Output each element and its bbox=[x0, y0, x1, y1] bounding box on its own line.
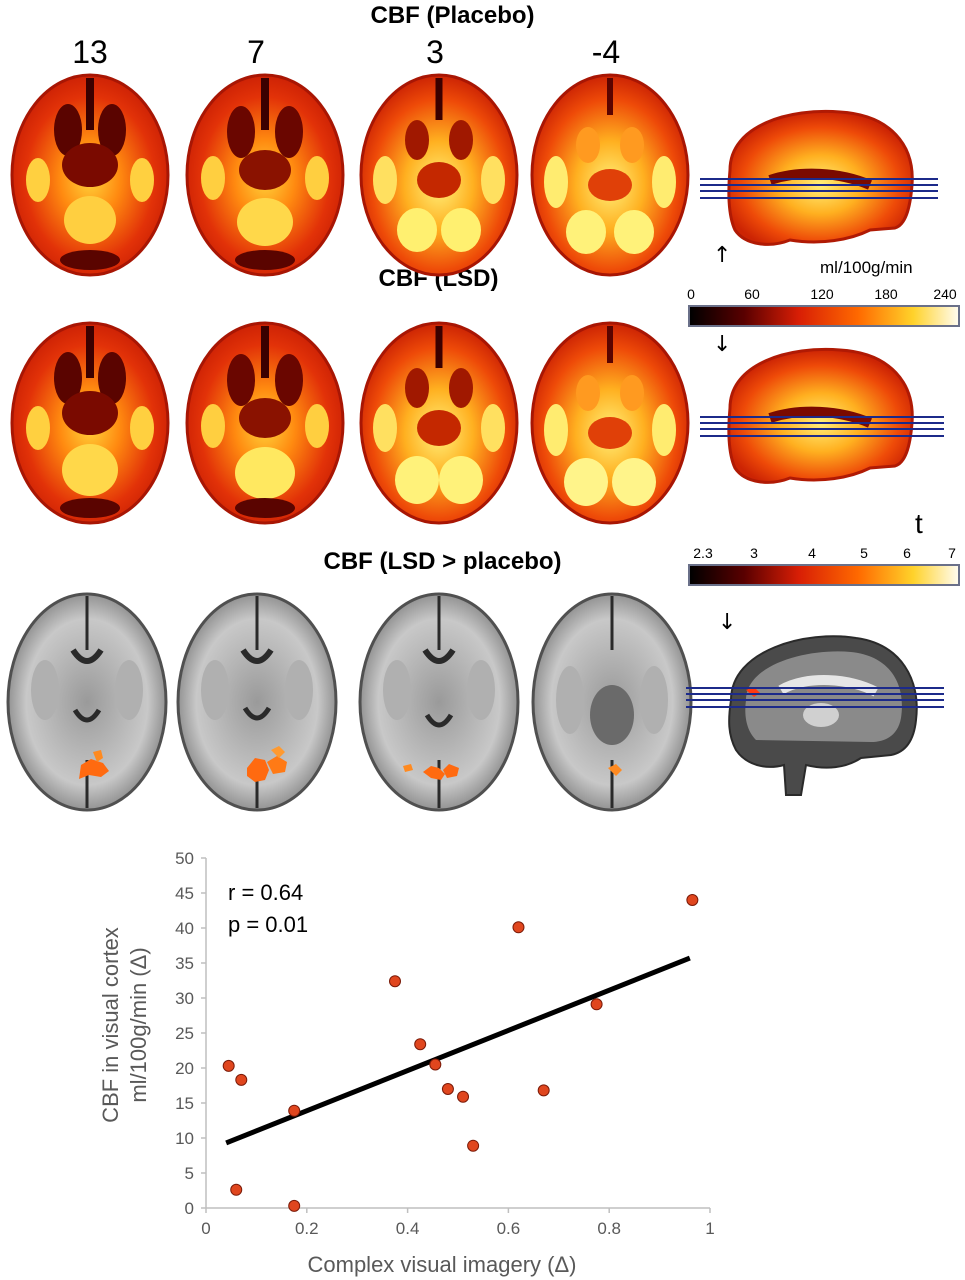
contrast-axial-slice-3 bbox=[358, 592, 520, 812]
data-point bbox=[590, 998, 603, 1011]
y-tick-label: 40 bbox=[175, 919, 194, 938]
t-colorbar bbox=[688, 564, 960, 586]
slice-label-1: 13 bbox=[72, 34, 108, 70]
down-arrow-icon: ↓ bbox=[718, 610, 737, 635]
cbf-tick: 120 bbox=[810, 286, 834, 302]
data-point bbox=[467, 1139, 480, 1152]
y-tick-label: 5 bbox=[185, 1164, 194, 1183]
cbf-tick: 0 bbox=[687, 286, 695, 302]
contrast-axial-slice-1 bbox=[6, 592, 168, 812]
cbf-tick: 240 bbox=[933, 286, 957, 302]
y-axis-label: CBF in visual cortex ml/100g/min (Δ) bbox=[98, 927, 151, 1123]
lsd-axial-slice-2 bbox=[185, 321, 345, 525]
y-tick-label: 30 bbox=[175, 989, 194, 1008]
placebo-axial-slice-1 bbox=[10, 73, 170, 277]
y-tick-label: 0 bbox=[185, 1199, 194, 1218]
x-tick-label: 0.6 bbox=[497, 1219, 521, 1238]
slice-label-4: -4 bbox=[591, 34, 621, 70]
data-point bbox=[441, 1083, 454, 1095]
x-tick-label: 1 bbox=[705, 1219, 714, 1238]
lsd-axial-slice-4 bbox=[530, 321, 690, 525]
t-tick: 3 bbox=[750, 545, 758, 561]
data-point bbox=[288, 1199, 301, 1212]
data-point bbox=[457, 1090, 470, 1103]
contrast-sagittal-slice bbox=[686, 635, 944, 796]
placebo-axial-slice-4 bbox=[530, 73, 690, 277]
placebo-sagittal-slice bbox=[700, 109, 938, 246]
y-tick-label: 50 bbox=[175, 849, 194, 868]
cbf-colorbar-ticks: 0 60 120 180 240 bbox=[687, 286, 960, 304]
cbf-colorbar bbox=[688, 305, 960, 327]
t-tick: 7 bbox=[948, 545, 956, 561]
x-tick-label: 0.4 bbox=[396, 1219, 420, 1238]
data-point bbox=[537, 1084, 550, 1097]
cbf-tick: 180 bbox=[874, 286, 898, 302]
down-arrow-icon: ↓ bbox=[713, 332, 732, 357]
lsd-sagittal-slice bbox=[700, 347, 944, 484]
data-point bbox=[235, 1073, 248, 1086]
y-tick-label: 15 bbox=[175, 1094, 194, 1113]
contrast-axial-slice-4 bbox=[531, 592, 693, 812]
slice-label-3: 3 bbox=[426, 34, 444, 70]
correlation-r-annotation: r = 0.64 bbox=[228, 880, 303, 905]
y-axis-label-line-1: CBF in visual cortex bbox=[98, 927, 123, 1123]
y-tick-label: 35 bbox=[175, 954, 194, 973]
t-tick: 6 bbox=[903, 545, 911, 561]
y-tick-label: 20 bbox=[175, 1059, 194, 1078]
x-tick-label: 0.2 bbox=[295, 1219, 319, 1238]
cbf-tick: 60 bbox=[744, 286, 760, 302]
lsd-axial-slice-1 bbox=[10, 321, 170, 525]
t-colorbar-unit: t bbox=[915, 508, 923, 539]
data-point bbox=[414, 1038, 427, 1051]
data-point bbox=[389, 975, 401, 988]
x-axis-label: Complex visual imagery (Δ) bbox=[308, 1252, 577, 1277]
placebo-axial-slice-2 bbox=[185, 73, 345, 277]
cbf-colorbar-unit: ml/100g/min bbox=[820, 258, 913, 277]
placebo-title: CBF (Placebo) bbox=[370, 2, 535, 29]
x-tick-label: 0 bbox=[201, 1219, 210, 1238]
data-point bbox=[429, 1058, 442, 1071]
slice-label-2: 7 bbox=[247, 34, 265, 70]
y-tick-label: 10 bbox=[175, 1129, 194, 1148]
t-tick: 2.3 bbox=[693, 545, 713, 561]
y-tick-label: 25 bbox=[175, 1024, 194, 1043]
y-tick-label: 45 bbox=[175, 884, 194, 903]
data-point bbox=[230, 1183, 243, 1196]
t-tick: 5 bbox=[860, 545, 868, 561]
contrast-title: CBF (LSD > placebo) bbox=[323, 548, 562, 575]
t-tick: 4 bbox=[808, 545, 816, 561]
scatter-chart: CBF in visual cortex ml/100g/min (Δ) r =… bbox=[98, 849, 715, 1277]
regression-line bbox=[225, 955, 691, 1146]
data-point bbox=[288, 1104, 301, 1117]
x-tick-label: 0.8 bbox=[597, 1219, 621, 1238]
data-point bbox=[512, 921, 525, 934]
data-point bbox=[222, 1059, 235, 1072]
up-arrow-icon: ↑ bbox=[713, 243, 732, 268]
contrast-axial-slice-2 bbox=[176, 592, 338, 812]
data-point bbox=[686, 894, 699, 906]
placebo-axial-slice-3 bbox=[359, 73, 519, 277]
t-colorbar-ticks: 2.3 3 4 5 6 7 bbox=[688, 545, 960, 563]
lsd-axial-slice-3 bbox=[359, 321, 519, 525]
y-axis-label-line-2: ml/100g/min (Δ) bbox=[126, 947, 151, 1102]
correlation-p-annotation: p = 0.01 bbox=[228, 912, 308, 937]
